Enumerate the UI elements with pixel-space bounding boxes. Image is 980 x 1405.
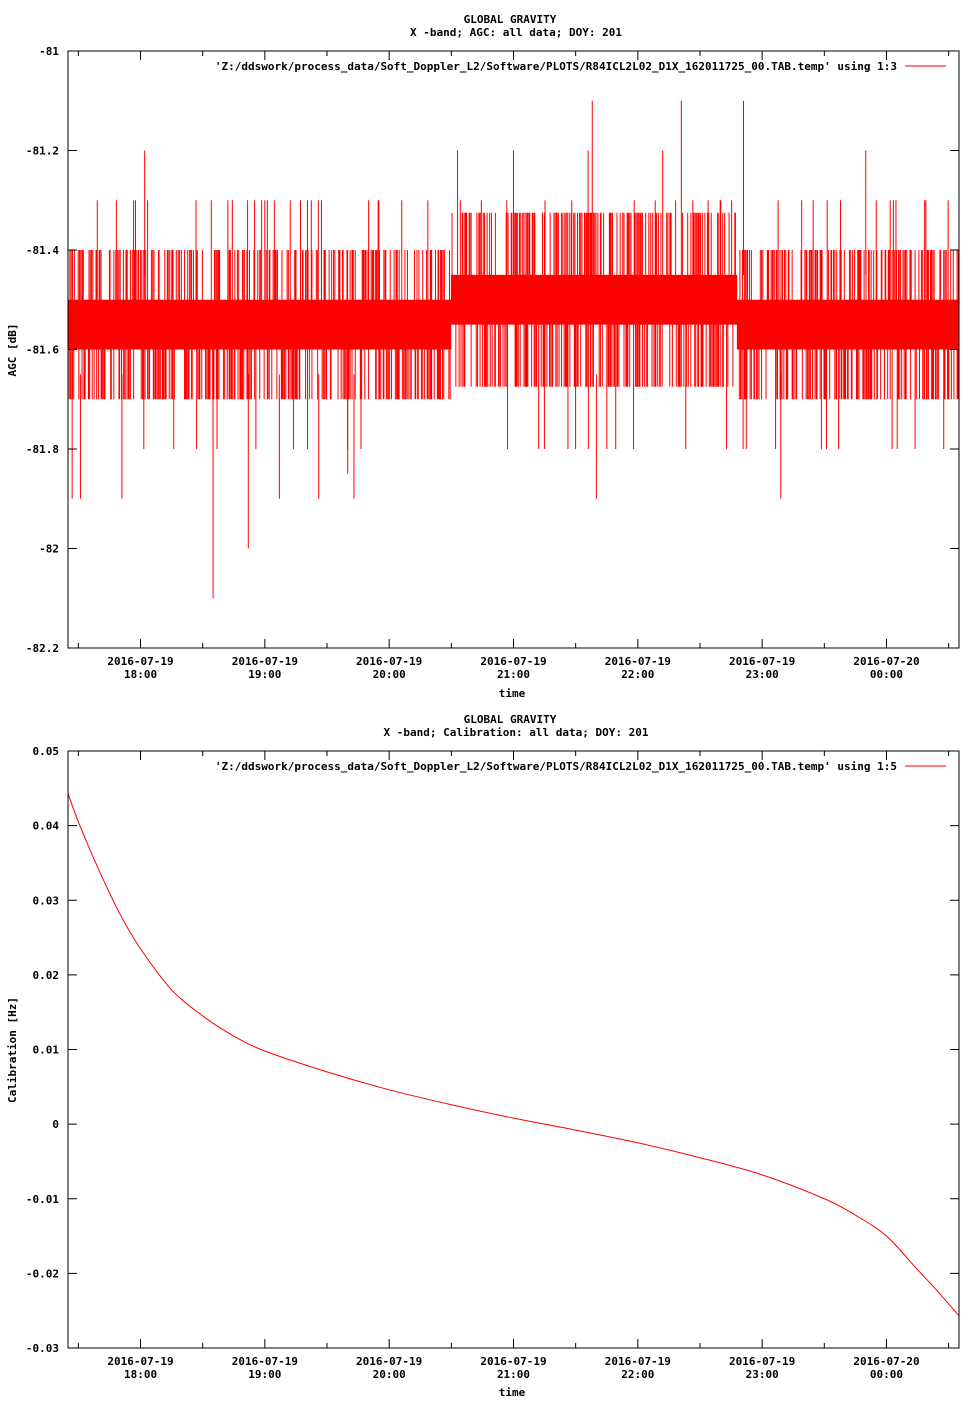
agc-y-axis-ticks: -81 -81.2 -81.4 -81.6 -81.8 -82 -82.2 bbox=[26, 45, 959, 655]
agc-chart-title: GLOBAL GRAVITY bbox=[464, 13, 557, 26]
x-tick-date-label: 2016-07-19 bbox=[480, 655, 546, 668]
x-tick-time-label: 19:00 bbox=[248, 1368, 281, 1381]
calibration-chart: GLOBAL GRAVITY X -band; Calibration: all… bbox=[6, 713, 960, 1399]
x-tick-date-label: 2016-07-19 bbox=[356, 1355, 422, 1368]
y-tick-label: 0.01 bbox=[33, 1044, 60, 1057]
x-tick-date-label: 2016-07-19 bbox=[107, 655, 173, 668]
x-tick-time-label: 22:00 bbox=[621, 668, 654, 681]
y-tick-label: 0.02 bbox=[33, 969, 60, 982]
x-tick-date-label: 2016-07-19 bbox=[605, 655, 671, 668]
agc-chart: GLOBAL GRAVITY X -band; AGC: all data; D… bbox=[6, 13, 960, 700]
x-tick-time-label: 00:00 bbox=[870, 1368, 903, 1381]
x-tick-date-label: 2016-07-19 bbox=[356, 655, 422, 668]
y-tick-label: -81.6 bbox=[26, 344, 59, 357]
y-tick-label: -0.03 bbox=[26, 1342, 59, 1355]
y-tick-label: 0 bbox=[52, 1118, 59, 1131]
y-tick-label: 0.05 bbox=[33, 745, 60, 758]
agc-legend-entry: 'Z:/ddswork/process_data/Soft_Doppler_L2… bbox=[215, 60, 897, 73]
y-tick-label: -81 bbox=[39, 45, 59, 58]
x-tick-date-label: 2016-07-19 bbox=[107, 1355, 173, 1368]
calibration-chart-title: GLOBAL GRAVITY bbox=[464, 713, 557, 726]
y-tick-label: -82 bbox=[39, 543, 59, 556]
calibration-legend-entry: 'Z:/ddswork/process_data/Soft_Doppler_L2… bbox=[215, 760, 897, 773]
x-tick-date-label: 2016-07-19 bbox=[232, 1355, 298, 1368]
x-tick-time-label: 00:00 bbox=[870, 668, 903, 681]
y-tick-label: -81.8 bbox=[26, 443, 59, 456]
x-tick-date-label: 2016-07-19 bbox=[605, 1355, 671, 1368]
calibration-x-axis-ticks: 2016-07-1918:002016-07-1919:002016-07-19… bbox=[77, 751, 950, 1381]
y-tick-label: -81.4 bbox=[26, 244, 59, 257]
calibration-x-axis-label: time bbox=[499, 1386, 526, 1399]
agc-chart-subtitle: X -band; AGC: all data; DOY: 201 bbox=[410, 26, 622, 39]
x-tick-time-label: 19:00 bbox=[248, 668, 281, 681]
x-tick-time-label: 20:00 bbox=[373, 668, 406, 681]
y-tick-label: -82.2 bbox=[26, 642, 59, 655]
x-tick-date-label: 2016-07-19 bbox=[729, 1355, 795, 1368]
agc-series-line bbox=[67, 100, 960, 599]
calibration-y-axis-ticks: 0.05 0.04 0.03 0.02 0.01 0 -0.01 -0.02 -0.03 bbox=[26, 745, 959, 1355]
x-tick-time-label: 22:00 bbox=[621, 1368, 654, 1381]
x-tick-date-label: 2016-07-19 bbox=[232, 655, 298, 668]
x-tick-date-label: 2016-07-19 bbox=[480, 1355, 546, 1368]
agc-x-axis-label: time bbox=[499, 687, 526, 700]
y-tick-label: -0.02 bbox=[26, 1267, 59, 1280]
calibration-plot-frame bbox=[67, 750, 960, 1349]
x-tick-time-label: 23:00 bbox=[746, 668, 779, 681]
x-tick-time-label: 18:00 bbox=[124, 668, 157, 681]
x-tick-date-label: 2016-07-20 bbox=[853, 1355, 919, 1368]
calibration-chart-subtitle: X -band; Calibration: all data; DOY: 201 bbox=[384, 726, 649, 739]
y-tick-label: 0.04 bbox=[33, 820, 60, 833]
x-tick-date-label: 2016-07-19 bbox=[729, 655, 795, 668]
x-tick-time-label: 20:00 bbox=[373, 1368, 406, 1381]
y-tick-label: -81.2 bbox=[26, 145, 59, 158]
x-tick-time-label: 21:00 bbox=[497, 1368, 530, 1381]
x-tick-time-label: 23:00 bbox=[746, 1368, 779, 1381]
y-tick-label: -0.01 bbox=[26, 1193, 59, 1206]
calibration-series-line bbox=[67, 793, 960, 1317]
x-tick-time-label: 21:00 bbox=[497, 668, 530, 681]
x-tick-time-label: 18:00 bbox=[124, 1368, 157, 1381]
x-tick-date-label: 2016-07-20 bbox=[853, 655, 919, 668]
y-tick-label: 0.03 bbox=[33, 894, 60, 907]
agc-x-axis-ticks: 2016-07-1918:002016-07-1919:002016-07-19… bbox=[77, 51, 950, 681]
agc-y-axis-label: AGC [dB] bbox=[6, 324, 19, 377]
calibration-y-axis-label: Calibration [Hz] bbox=[6, 997, 19, 1103]
